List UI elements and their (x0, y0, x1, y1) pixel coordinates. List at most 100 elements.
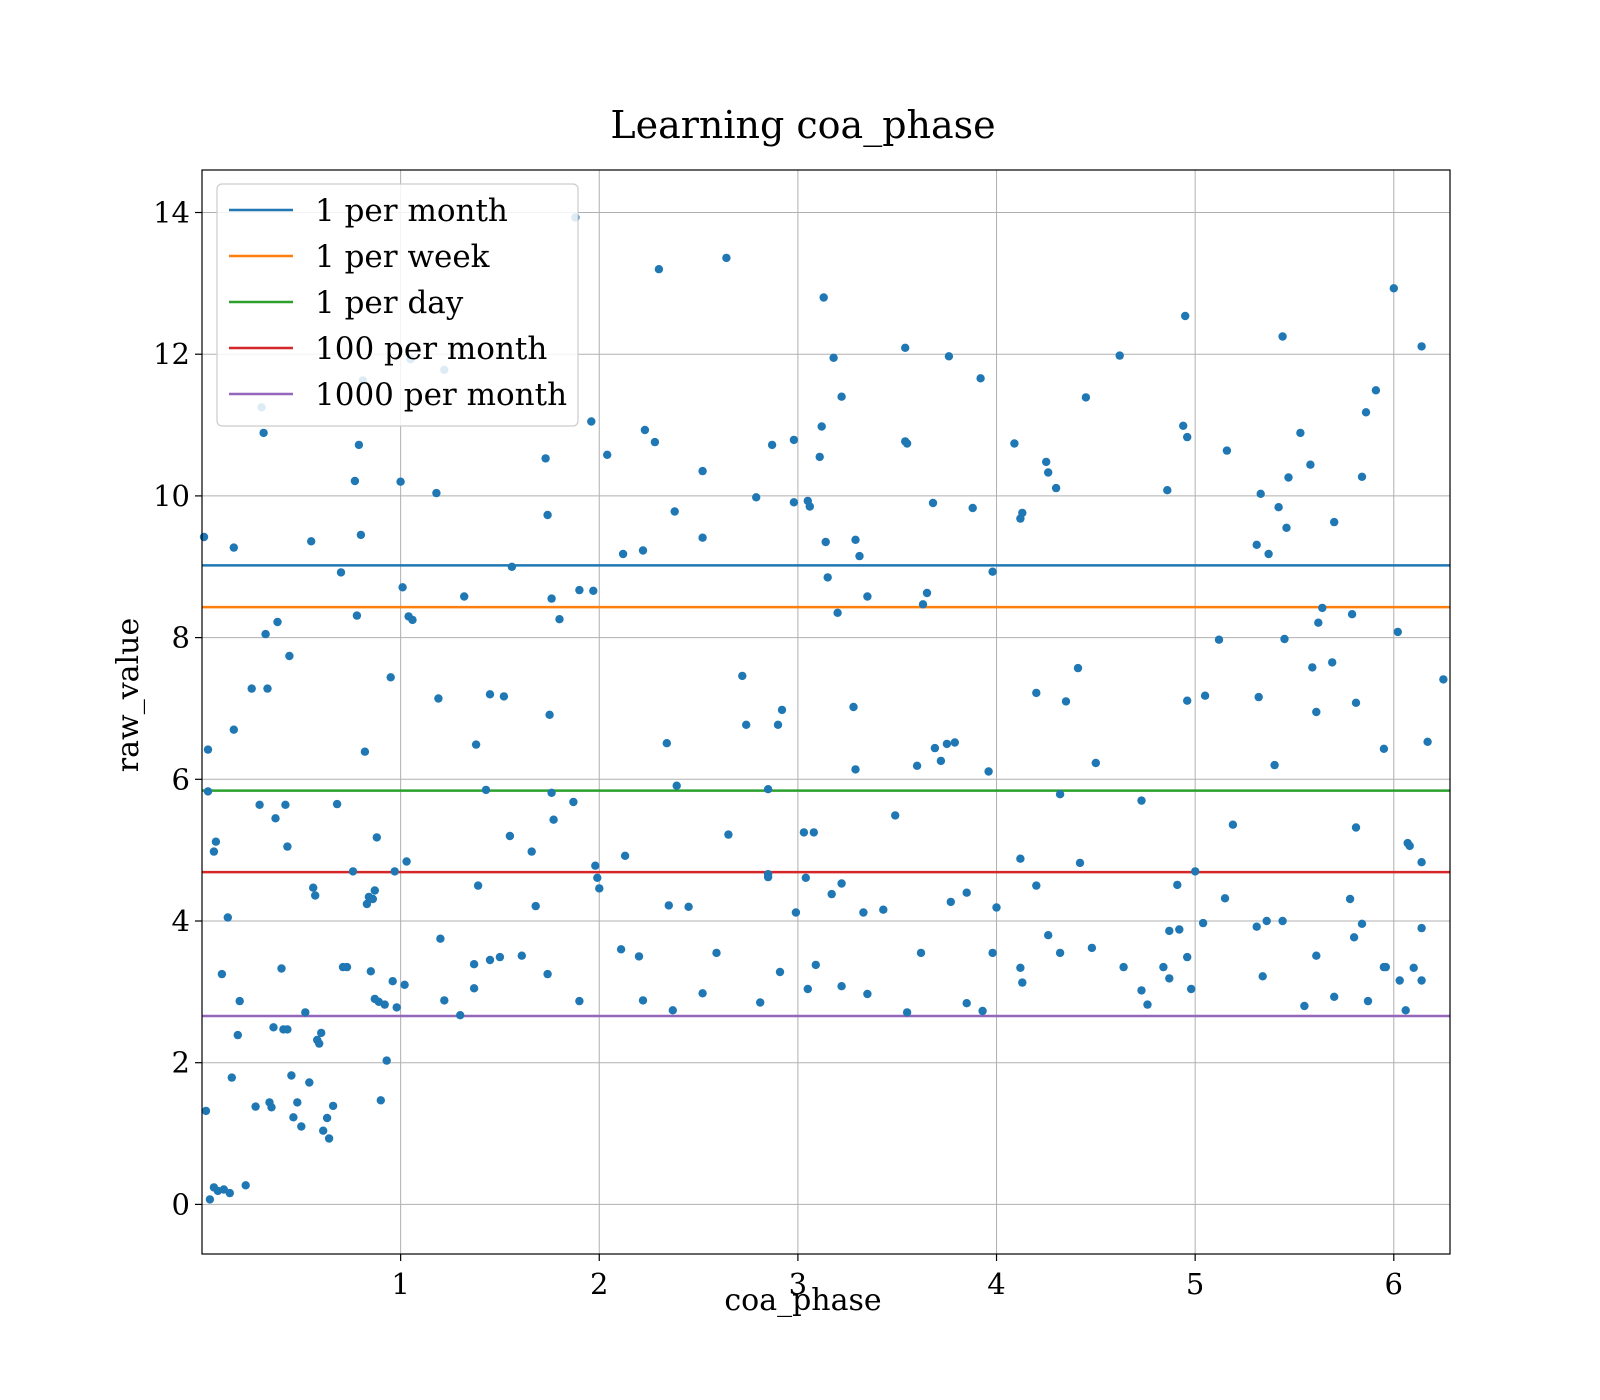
data-point (575, 585, 584, 595)
data-point (984, 767, 993, 776)
data-point (650, 437, 660, 447)
data-point (1296, 428, 1305, 438)
data-point (1347, 610, 1357, 619)
data-point (879, 905, 888, 914)
data-point (833, 608, 842, 617)
legend-label-0: 1 per month (315, 193, 508, 229)
data-point (376, 1096, 385, 1105)
data-point (199, 532, 209, 542)
data-point (1417, 923, 1426, 933)
data-point (1308, 663, 1317, 672)
data-point (547, 594, 556, 603)
y-tick-label-6: 12 (153, 337, 190, 371)
data-point (1379, 744, 1389, 753)
data-point (1055, 948, 1065, 958)
data-point (1278, 332, 1287, 341)
data-point (283, 1025, 292, 1034)
data-point (1409, 963, 1418, 972)
data-point (366, 967, 375, 976)
data-point (1381, 962, 1391, 972)
data-point (902, 1008, 912, 1017)
data-point (821, 537, 830, 547)
data-point (805, 502, 814, 511)
data-point (1405, 841, 1414, 851)
data-point (801, 873, 810, 882)
data-point (541, 454, 550, 463)
data-point (1183, 432, 1192, 442)
data-point (863, 989, 872, 999)
data-point (742, 720, 751, 729)
data-point (469, 960, 479, 969)
data-point (283, 842, 292, 851)
data-point (271, 814, 280, 823)
data-point (408, 615, 417, 625)
data-point (1018, 978, 1027, 987)
data-point (372, 833, 381, 842)
data-point (485, 690, 495, 699)
data-point (1262, 916, 1271, 926)
data-point (1284, 473, 1293, 482)
y-tick-label-4: 8 (172, 621, 190, 655)
data-point (756, 998, 765, 1007)
data-point (315, 1039, 324, 1048)
data-point (469, 984, 479, 993)
data-point (293, 1098, 302, 1107)
data-point (803, 984, 812, 994)
data-point (1371, 386, 1381, 395)
chart-title: Learning coa_phase (610, 103, 995, 148)
data-point (1222, 446, 1232, 455)
data-point (332, 799, 342, 809)
data-point (251, 1102, 260, 1111)
data-point (305, 1078, 314, 1087)
data-point (775, 967, 785, 977)
data-point (386, 673, 395, 682)
data-point (495, 952, 505, 962)
data-point (799, 828, 809, 837)
data-point (672, 781, 681, 790)
data-point (1264, 549, 1273, 559)
data-point (1328, 658, 1337, 667)
data-point (863, 592, 872, 601)
data-point (763, 785, 773, 794)
data-point (1280, 634, 1289, 644)
data-point (575, 996, 584, 1006)
data-point (1417, 976, 1426, 985)
data-point (1312, 707, 1321, 717)
data-point (1282, 523, 1291, 532)
data-point (1087, 943, 1097, 953)
data-point (549, 815, 558, 824)
data-point (370, 994, 379, 1004)
legend-label-1: 1 per week (315, 239, 490, 275)
y-tick-label-0: 0 (172, 1187, 190, 1221)
data-point (356, 530, 366, 540)
data-point (203, 745, 213, 754)
data-point (307, 537, 316, 546)
data-point (1044, 468, 1053, 477)
data-point (460, 592, 469, 601)
data-point (1393, 627, 1403, 637)
data-point (317, 1028, 326, 1038)
data-point (928, 498, 938, 508)
data-point (976, 374, 985, 383)
data-point (527, 847, 536, 856)
data-point (211, 837, 221, 846)
data-point (988, 948, 997, 958)
data-point (396, 477, 405, 486)
data-point (456, 1011, 465, 1020)
data-point (261, 629, 270, 639)
data-point (944, 352, 954, 361)
data-point (555, 615, 564, 624)
data-point (827, 889, 836, 899)
x-tick-label-2: 3 (789, 1267, 807, 1301)
data-point (789, 498, 799, 507)
data-point (1423, 737, 1432, 746)
data-point (1187, 984, 1196, 994)
data-point (620, 851, 630, 860)
data-point (348, 867, 358, 876)
data-point (309, 883, 318, 892)
data-point (1061, 697, 1071, 706)
data-point (1051, 483, 1061, 493)
